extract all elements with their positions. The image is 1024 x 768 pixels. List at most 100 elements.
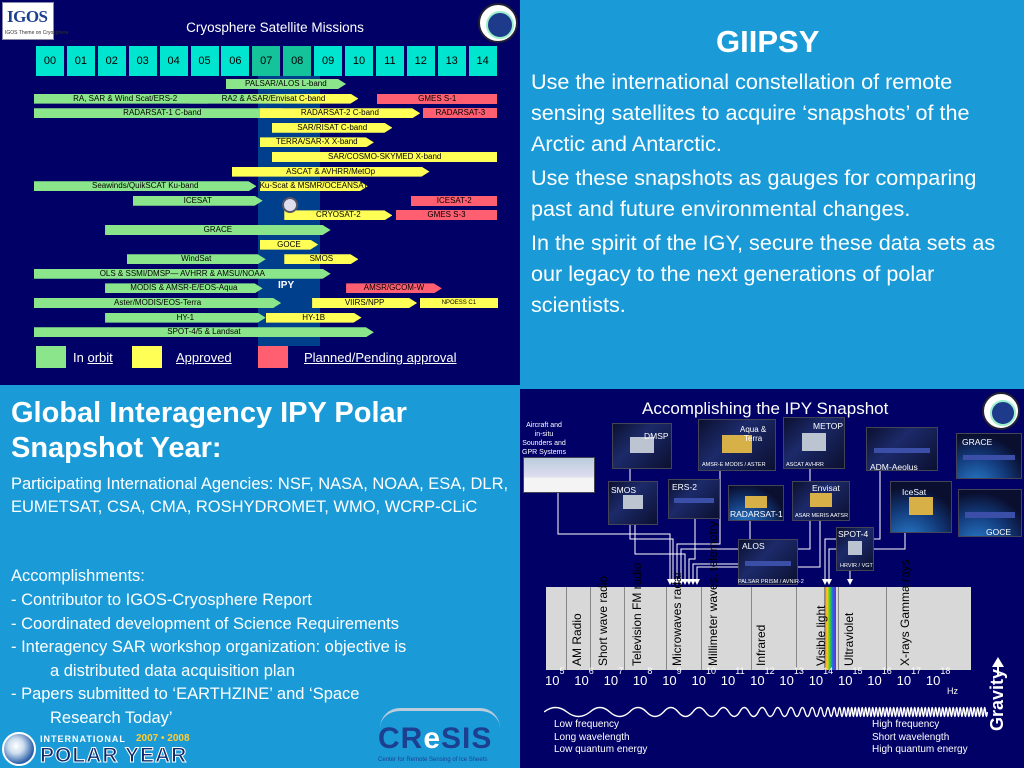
accomplishments-heading: Accomplishments:	[11, 567, 145, 585]
igos-logo-subtext: IGOS Theme on Cryosphere	[5, 30, 69, 36]
frequency-tick: 1012	[750, 666, 775, 688]
mission-bar: CRYOSAT-2	[284, 210, 392, 220]
list-item: - Interagency SAR workshop organization:…	[11, 638, 407, 680]
adm-aeolus-label: ADM-Aeolus	[870, 462, 918, 472]
spectrum-divider	[666, 587, 667, 670]
frequency-ticks: 105 106 107 108 109 1010 1011 1012 1013 1014 1015 1…	[540, 666, 980, 700]
giipsy-paragraph: Use the international constellation of r…	[531, 69, 970, 156]
mission-bar: Seawinds/QuikSCAT Ku-band	[34, 181, 256, 191]
alos-satellite-image	[738, 539, 798, 585]
mission-bar: GMES S-3	[395, 210, 498, 221]
year-cell-00: 00	[36, 46, 64, 76]
legend-swatch-approved	[132, 346, 162, 368]
list-item: - Contributor to IGOS-Cryosphere Report	[11, 591, 312, 609]
frequency-tick: 107	[603, 666, 624, 688]
icesat-label: IceSat	[902, 487, 927, 497]
legend-swatch-pending	[258, 346, 288, 368]
timeline-title: Cryosphere Satellite Missions	[186, 20, 364, 35]
year-cell-13: 13	[437, 46, 466, 76]
metop-satellite-image	[783, 417, 845, 469]
mission-bar: Ku-Scat & MSMR/OCEANSAT-2	[259, 181, 375, 191]
cresis-subtitle: Center for Remote Sensing of Ice Sheets	[378, 757, 488, 763]
cresis-arc	[380, 708, 500, 728]
high-frequency-labels: High frequency Short wavelength High quant…	[872, 719, 968, 755]
grace-label: GRACE	[962, 437, 993, 447]
envisat-satellite-image	[792, 481, 850, 521]
mission-bar: MODIS & AMSR-E/EOS-Aqua	[105, 283, 263, 293]
em-spectrum: AM Radio Short wave radio Television FM ra…	[546, 521, 971, 670]
spectrum-divider	[701, 587, 702, 670]
accomplishments-list: - Contributor to IGOS-Cryosphere Report …	[11, 589, 516, 730]
ers2-satellite-image	[668, 479, 720, 519]
mission-bar: SMOS	[284, 254, 358, 264]
spot4-satellite-image	[836, 527, 874, 571]
aqua-terra-satellite-image	[698, 419, 776, 471]
mission-bar: ASCAT & AVHRR/MetOp	[232, 167, 430, 177]
giipsy-body: Use the international constellation of r…	[531, 66, 1016, 323]
cresis-logo: CReSIS Center for Remote Sensing of Ice …	[372, 708, 507, 766]
mission-bar: HY-1	[105, 313, 266, 323]
year-cell-01: 01	[66, 46, 95, 76]
frequency-tick: 1013	[779, 666, 804, 688]
spectrum-band-label: Ultraviolet	[842, 612, 856, 666]
mission-bar: WindSat	[127, 254, 266, 264]
agency-emblem-icon	[478, 3, 518, 43]
year-cell-12: 12	[406, 46, 435, 76]
mission-bars: PALSAR/ALOS L-band RA, SAR & Wind Scat/ER…	[0, 0, 520, 385]
spectrum-divider	[886, 587, 887, 670]
frequency-tick: 1014	[808, 666, 834, 688]
frequency-tick: 105	[545, 666, 565, 688]
spectrum-divider	[824, 587, 825, 670]
igos-logo-text: IGOS	[7, 7, 48, 26]
legend-swatch-orbit	[36, 346, 66, 368]
spectrum-divider	[624, 587, 625, 670]
mission-bar: ICESAT-2	[410, 195, 498, 206]
goce-label: GOCE	[986, 527, 1012, 537]
mission-bar: NPOESS C1	[420, 298, 498, 308]
up-arrow-icon	[992, 657, 1004, 667]
visible-light-band	[824, 587, 836, 670]
giipsy-title: GIIPSY	[716, 24, 820, 59]
year-cell-03: 03	[128, 46, 157, 76]
year-cell-08: 08	[283, 46, 312, 76]
envisat-instruments: ASAR MERIS AATSR	[795, 513, 849, 519]
ipy-snapshot-panel: Accomplishing the IPY Snapshot	[520, 389, 1024, 768]
frequency-tick: 1017	[896, 666, 922, 688]
mission-bar: VIIRS/NPP	[312, 298, 417, 308]
year-cell-10: 10	[345, 46, 373, 76]
year-cell-06: 06	[221, 46, 250, 76]
radarsat-satellite-image	[728, 485, 784, 521]
frequency-tick: 1011	[720, 666, 745, 688]
mission-bar: RADARSAT-3	[423, 108, 498, 119]
year-cell-02: 02	[97, 46, 126, 76]
frequency-tick: 106	[574, 666, 594, 688]
smos-satellite-image	[608, 481, 658, 525]
spectrum-band-label: Infrared	[754, 624, 768, 666]
giipsy-paragraph: Use these snapshots as gauges for compar…	[531, 165, 977, 221]
mission-bar: SAR/COSMO-SKYMED X-band	[271, 152, 498, 162]
mission-bar: SAR/RISAT C-band	[272, 123, 393, 133]
spectrum-band-label: AM Radio	[570, 613, 584, 666]
mission-bar: Aster/MODIS/EOS-Terra	[34, 298, 281, 308]
mission-bar: RADARSAT-1 C-band	[34, 108, 290, 118]
wave-icon	[544, 706, 989, 718]
frequency-tick: 1010	[691, 666, 716, 688]
spot4-instruments: HRVIR / VGT	[840, 563, 873, 569]
radarsat-label: RADARSAT-1	[730, 509, 783, 519]
spectrum-band-label: Visible light	[814, 605, 828, 666]
legend-orbit: In orbit	[73, 350, 113, 365]
metop-label: METOP	[813, 421, 844, 431]
icesat-satellite-image	[890, 481, 952, 533]
dmsp-label: DMSP	[644, 431, 669, 441]
year-cell-09: 09	[314, 46, 343, 76]
spectrum-divider	[751, 587, 752, 670]
spectrum-divider	[796, 587, 797, 670]
legend-approved: Approved	[176, 350, 232, 365]
ipy-label: IPY	[278, 280, 295, 291]
hz-unit: Hz	[947, 686, 958, 696]
list-item: - Papers submitted to ‘EARTHZINE’ and ‘S…	[11, 685, 360, 727]
ipy-logo-international: INTERNATIONAL	[40, 734, 126, 744]
mission-bar: GRACE	[105, 225, 331, 235]
smos-label: SMOS	[611, 485, 637, 495]
spectrum-divider	[590, 587, 591, 670]
